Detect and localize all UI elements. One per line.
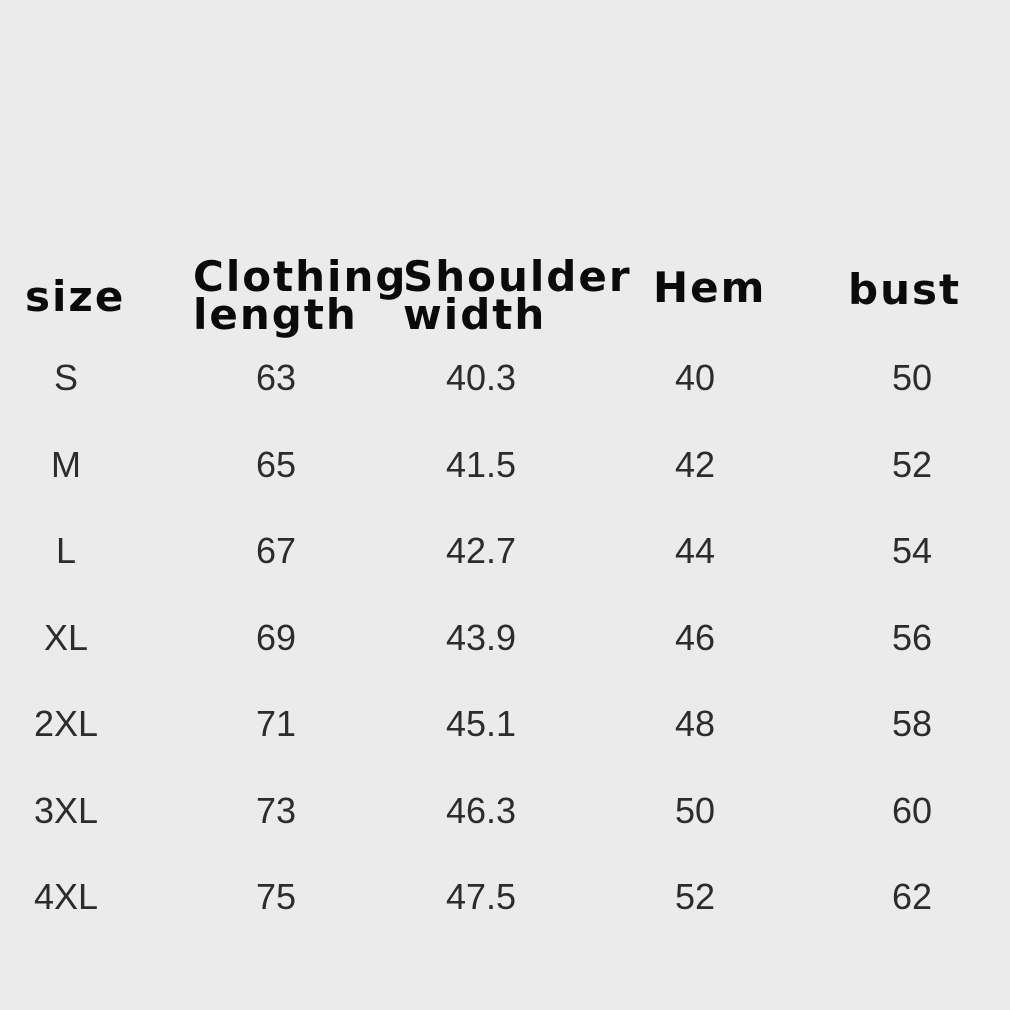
cell-shoulder-width: 46.3 [445, 790, 517, 831]
header-clothing-length-line2: length [193, 290, 358, 339]
cell-size: 3XL [33, 790, 99, 831]
cell-bust: 60 [891, 790, 933, 831]
cell-hem: 48 [674, 703, 716, 744]
cell-size: S [53, 357, 78, 398]
cell-bust: 50 [891, 357, 933, 398]
cell-hem: 52 [674, 876, 716, 917]
cell-size: XL [43, 617, 89, 658]
cell-bust: 52 [891, 444, 933, 485]
cell-bust: 56 [891, 617, 933, 658]
cell-hem: 50 [674, 790, 716, 831]
cell-shoulder-width: 42.7 [445, 530, 517, 571]
cell-clothing-length: 73 [255, 790, 297, 831]
cell-size: M [51, 444, 81, 485]
cell-shoulder-width: 40.3 [445, 357, 517, 398]
cell-hem: 40 [674, 357, 716, 398]
cell-clothing-length: 71 [255, 703, 297, 744]
cell-clothing-length: 69 [255, 617, 297, 658]
cell-hem: 44 [674, 530, 716, 571]
header-shoulder-width-line2: width [403, 290, 547, 339]
cell-hem: 42 [674, 444, 716, 485]
cell-bust: 54 [891, 530, 933, 571]
cell-shoulder-width: 43.9 [445, 617, 517, 658]
cell-bust: 58 [891, 703, 933, 744]
cell-bust: 62 [891, 876, 933, 917]
header-hem: Hem [653, 263, 767, 312]
header-bust: bust [848, 265, 962, 314]
cell-shoulder-width: 41.5 [445, 444, 517, 485]
header-shoulder-width-line1: Shoulder [403, 252, 632, 301]
cell-shoulder-width: 45.1 [445, 703, 517, 744]
cell-shoulder-width: 47.5 [445, 876, 517, 917]
cell-clothing-length: 65 [255, 444, 297, 485]
cell-clothing-length: 63 [255, 357, 297, 398]
cell-clothing-length: 67 [255, 530, 297, 571]
header-size: size [25, 272, 126, 321]
header-clothing-length-line1: Clothing [193, 252, 408, 301]
cell-size: 2XL [33, 703, 99, 744]
cell-size: L [55, 530, 77, 571]
cell-clothing-length: 75 [255, 876, 297, 917]
cell-hem: 46 [674, 617, 716, 658]
cell-size: 4XL [33, 876, 99, 917]
